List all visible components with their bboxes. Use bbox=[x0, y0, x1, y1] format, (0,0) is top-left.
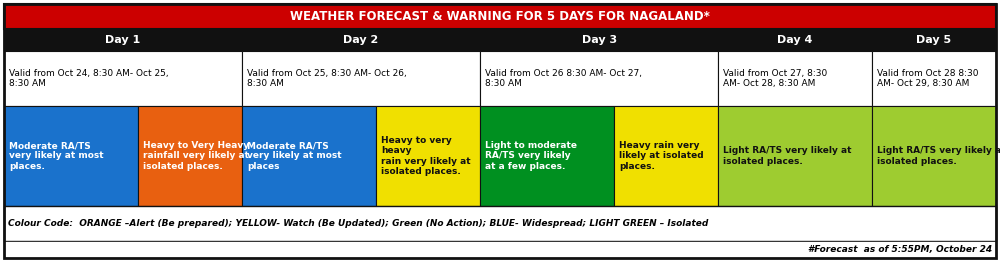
Text: Day 4: Day 4 bbox=[777, 35, 813, 45]
Text: Valid from Oct 28 8:30
AM- Oct 29, 8:30 AM: Valid from Oct 28 8:30 AM- Oct 29, 8:30 … bbox=[877, 69, 978, 88]
Bar bbox=[872, 106, 996, 206]
Bar bbox=[4, 206, 996, 241]
Bar bbox=[718, 29, 872, 51]
Bar bbox=[242, 51, 480, 106]
Bar bbox=[872, 29, 996, 51]
Bar bbox=[242, 106, 376, 206]
Bar bbox=[480, 106, 614, 206]
Bar bbox=[872, 51, 996, 106]
Bar bbox=[718, 51, 872, 106]
Bar bbox=[480, 51, 718, 106]
Text: Valid from Oct 26 8:30 AM- Oct 27,
8:30 AM: Valid from Oct 26 8:30 AM- Oct 27, 8:30 … bbox=[485, 69, 642, 88]
Text: Light RA/TS very likely at
isolated places.: Light RA/TS very likely at isolated plac… bbox=[877, 146, 1000, 166]
Text: #Forecast  as of 5:55PM, October 24: #Forecast as of 5:55PM, October 24 bbox=[808, 245, 992, 254]
Text: Valid from Oct 25, 8:30 AM- Oct 26,
8:30 AM: Valid from Oct 25, 8:30 AM- Oct 26, 8:30… bbox=[247, 69, 407, 88]
Text: Moderate RA/TS
very likely at most
places: Moderate RA/TS very likely at most place… bbox=[247, 141, 342, 171]
Text: Day 5: Day 5 bbox=[916, 35, 952, 45]
Text: Valid from Oct 24, 8:30 AM- Oct 25,
8:30 AM: Valid from Oct 24, 8:30 AM- Oct 25, 8:30… bbox=[9, 69, 169, 88]
Bar bbox=[4, 4, 996, 29]
Bar bbox=[4, 241, 996, 258]
Bar bbox=[614, 106, 718, 206]
Text: Valid from Oct 27, 8:30
AM- Oct 28, 8:30 AM: Valid from Oct 27, 8:30 AM- Oct 28, 8:30… bbox=[723, 69, 827, 88]
Bar bbox=[138, 106, 242, 206]
Bar bbox=[718, 106, 872, 206]
Bar bbox=[242, 29, 480, 51]
Text: Heavy to very
heavy
rain very likely at
isolated places.: Heavy to very heavy rain very likely at … bbox=[381, 136, 471, 176]
Text: Colour Code:  ORANGE –Alert (Be prepared); YELLOW- Watch (Be Updated); Green (No: Colour Code: ORANGE –Alert (Be prepared)… bbox=[8, 219, 708, 228]
Bar bbox=[480, 29, 718, 51]
Text: WEATHER FORECAST & WARNING FOR 5 DAYS FOR NAGALAND*: WEATHER FORECAST & WARNING FOR 5 DAYS FO… bbox=[290, 10, 710, 23]
Text: Heavy to Very Heavy
rainfall very likely at
isolated places.: Heavy to Very Heavy rainfall very likely… bbox=[143, 141, 249, 171]
Bar bbox=[376, 106, 480, 206]
Bar bbox=[4, 29, 242, 51]
Text: Day 2: Day 2 bbox=[343, 35, 379, 45]
Text: Day 3: Day 3 bbox=[582, 35, 617, 45]
Text: Light RA/TS very likely at
isolated places.: Light RA/TS very likely at isolated plac… bbox=[723, 146, 852, 166]
Bar bbox=[4, 51, 242, 106]
Text: Light to moderate
RA/TS very likely
at a few places.: Light to moderate RA/TS very likely at a… bbox=[485, 141, 577, 171]
Text: Heavy rain very
likely at isolated
places.: Heavy rain very likely at isolated place… bbox=[619, 141, 704, 171]
Text: Day 1: Day 1 bbox=[105, 35, 141, 45]
Bar bbox=[4, 106, 138, 206]
Text: Moderate RA/TS
very likely at most
places.: Moderate RA/TS very likely at most place… bbox=[9, 141, 104, 171]
